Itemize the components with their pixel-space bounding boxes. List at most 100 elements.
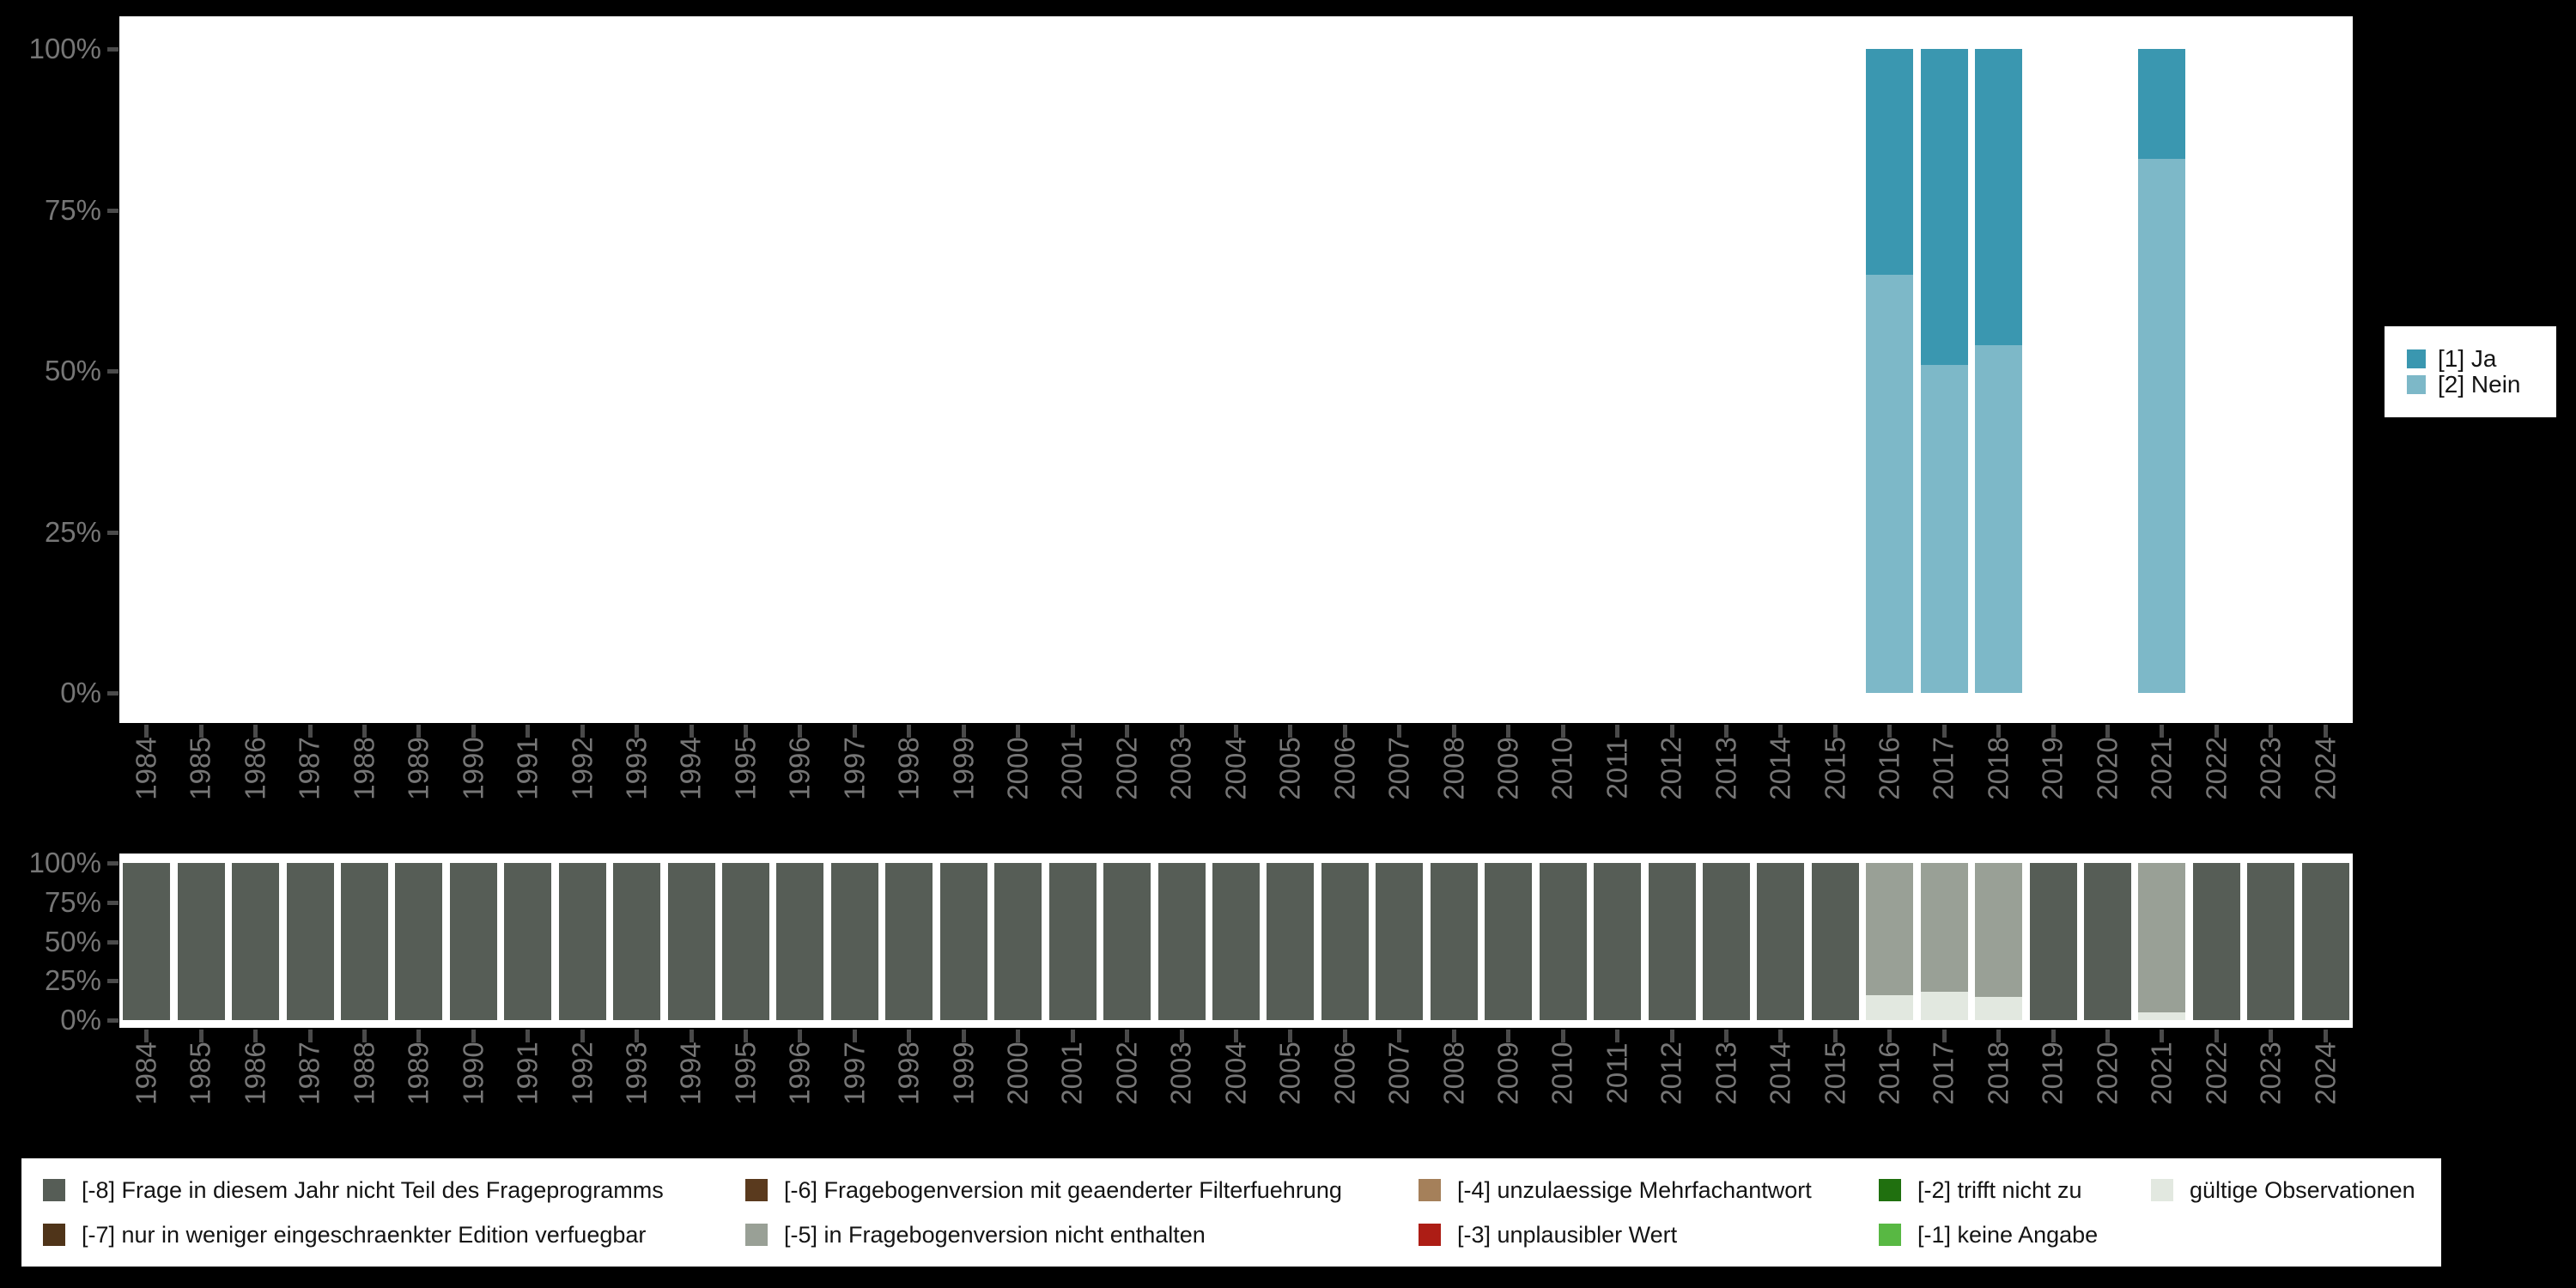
y-axis-label: 75% — [44, 193, 101, 226]
x-axis-label-text: 2013 — [1710, 1042, 1742, 1105]
bar-segment-1984 — [123, 863, 171, 1020]
x-axis-tick — [1778, 725, 1783, 738]
x-axis-tick — [689, 725, 694, 738]
x-axis-label-text: 2006 — [1328, 1042, 1361, 1105]
x-axis-label-text: 2011 — [1601, 1042, 1633, 1104]
x-axis-label-text: 1997 — [838, 737, 871, 800]
missing-legend-label: [-2] trifft nicht zu — [1917, 1176, 2082, 1203]
x-axis-label-text: 2013 — [1710, 737, 1742, 800]
bar-segment-2021 — [2138, 863, 2186, 1012]
missing-legend-entry: [-2] trifft nicht zu — [1879, 1177, 2082, 1203]
answer-legend-label: [2] Nein — [2438, 371, 2521, 398]
missing-legend-swatch — [745, 1179, 768, 1201]
bar-segment-2022 — [2192, 863, 2240, 1020]
y-axis-tick — [107, 47, 118, 52]
x-axis-tick — [852, 1030, 857, 1042]
x-axis-tick — [798, 725, 803, 738]
x-axis-tick — [1506, 725, 1511, 738]
bar-segment-2001 — [1048, 863, 1097, 1020]
bar-segment-2011 — [1594, 863, 1642, 1020]
x-axis-label-text: 2015 — [1819, 1042, 1851, 1105]
x-axis-tick — [1560, 1030, 1565, 1042]
bar-segment-2006 — [1321, 863, 1369, 1020]
x-axis-tick — [1887, 725, 1893, 738]
x-axis-label-text: 2008 — [1437, 1042, 1470, 1105]
x-axis-tick — [1832, 1030, 1838, 1042]
missing-legend-entry: [-8] Frage in diesem Jahr nicht Teil des… — [43, 1177, 664, 1203]
x-axis-label-text: 1989 — [402, 737, 434, 800]
missing-legend-label: [-6] Fragebogenversion mit geaenderter F… — [784, 1176, 1342, 1203]
x-axis-label-text: 2004 — [1219, 1042, 1252, 1105]
x-axis-tick — [2323, 725, 2328, 738]
bar-segment-2015 — [1811, 863, 1859, 1020]
x-axis-label-text: 1998 — [892, 1042, 925, 1105]
x-axis-tick — [1125, 1030, 1130, 1042]
bar-segment-2021 — [2138, 1012, 2186, 1020]
bar-segment-2010 — [1539, 863, 1587, 1020]
bar-segment-1985 — [177, 863, 225, 1020]
missing-legend-label: [-5] in Fragebogenversion nicht enthalte… — [784, 1221, 1206, 1248]
bar-segment-2017 — [1920, 992, 1968, 1020]
bar-segment-1986 — [232, 863, 280, 1020]
answer-legend-swatch — [2407, 375, 2426, 394]
bar-segment-1988 — [340, 863, 388, 1020]
bar-segment-2013 — [1702, 863, 1750, 1020]
bar-segment-2016 — [1866, 994, 1914, 1020]
answer-legend: [1] Ja [2] Nein — [2385, 326, 2556, 417]
x-axis-label-text: 1986 — [239, 1042, 271, 1105]
x-axis-label-text: 1991 — [511, 737, 544, 800]
missing-legend-swatch — [43, 1179, 65, 1201]
missing-legend-label: [-1] keine Angabe — [1917, 1221, 2099, 1248]
x-axis-label-text: 2022 — [2200, 737, 2233, 800]
x-axis-label-text: 1997 — [838, 1042, 871, 1105]
x-axis-label-text: 1988 — [348, 1042, 380, 1105]
x-axis-tick — [526, 1030, 531, 1042]
bar-segment-1997 — [830, 863, 878, 1020]
x-axis-tick — [1996, 725, 2002, 738]
x-axis-label-text: 1990 — [457, 1042, 489, 1105]
x-axis-tick — [1125, 725, 1130, 738]
answer-legend-label: [1] Ja — [2438, 345, 2497, 372]
x-axis-tick — [1669, 1030, 1674, 1042]
x-axis-label-text: 2018 — [1982, 1042, 2014, 1105]
x-axis-label-text: 2019 — [2037, 737, 2069, 800]
x-axis-tick — [2269, 1030, 2274, 1042]
x-axis-label-text: 2003 — [1165, 1042, 1198, 1105]
x-axis-label-text: 2021 — [2145, 737, 2178, 800]
x-axis-label-text: 1999 — [947, 1042, 980, 1105]
bar-segment-1989 — [395, 863, 443, 1020]
bar-segment-2005 — [1267, 863, 1315, 1020]
bar-segment-1996 — [776, 863, 824, 1020]
x-axis-label-text: 1986 — [239, 737, 271, 800]
bar-segment-1995 — [722, 863, 770, 1020]
x-axis-tick — [144, 1030, 149, 1042]
y-axis-label: 25% — [44, 515, 101, 548]
x-axis-tick — [1887, 1030, 1893, 1042]
bar-segment-1994 — [667, 863, 715, 1020]
bar-segment-2020 — [2084, 863, 2132, 1020]
bar-segment-2014 — [1757, 863, 1805, 1020]
x-axis-label-text: 2009 — [1492, 737, 1524, 800]
y-axis-label: 0% — [60, 677, 101, 708]
x-axis-label-text: 2003 — [1165, 737, 1198, 800]
x-axis-tick — [1615, 725, 1620, 738]
x-axis-label-text: 2012 — [1655, 737, 1687, 800]
x-axis-tick — [1016, 1030, 1021, 1042]
bar-segment-1993 — [613, 863, 661, 1020]
y-axis-label: 50% — [44, 925, 101, 957]
bar-segment-2017 — [1920, 364, 1968, 693]
x-axis-label-text: 2012 — [1655, 1042, 1687, 1105]
x-axis-label-text: 2006 — [1328, 737, 1361, 800]
x-axis-label-text: 2005 — [1273, 737, 1306, 800]
x-axis-tick — [2269, 725, 2274, 738]
answer-legend-swatch — [2407, 349, 2426, 368]
x-axis-tick — [1941, 725, 1947, 738]
x-axis-tick — [744, 1030, 749, 1042]
bar-segment-2018 — [1975, 345, 2023, 693]
missing-legend-swatch — [1879, 1224, 1901, 1246]
y-axis-tick — [107, 208, 118, 213]
x-axis-tick — [471, 725, 476, 738]
bar-segment-1990 — [449, 863, 497, 1020]
x-axis-label-2024: 2024 — [2288, 1036, 2362, 1110]
y-axis-tick — [107, 691, 118, 696]
